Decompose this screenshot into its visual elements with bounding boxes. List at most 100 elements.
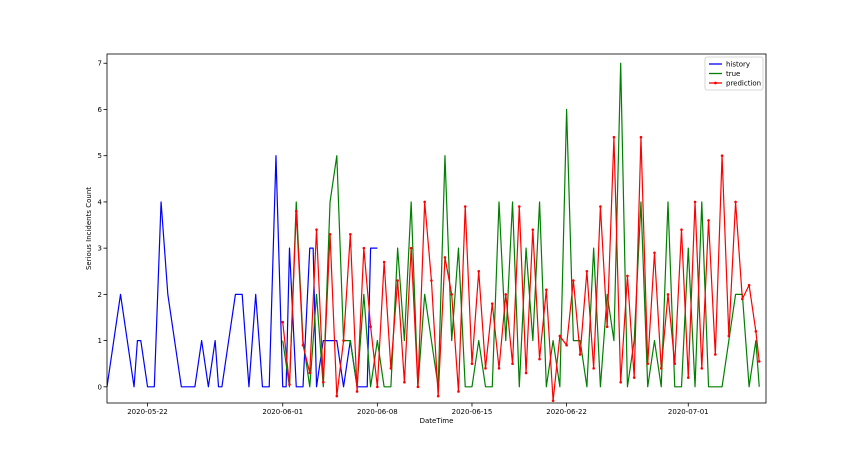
- data-point-prediction: [403, 380, 406, 384]
- data-point-prediction: [545, 288, 548, 292]
- data-point-prediction: [619, 380, 622, 384]
- data-point-prediction: [741, 297, 744, 301]
- series-line-history: [107, 155, 378, 388]
- legend-label-history: history: [726, 61, 750, 69]
- data-point-prediction: [463, 205, 467, 208]
- data-point-prediction: [450, 293, 454, 296]
- y-tick-label: 1: [98, 337, 102, 345]
- data-point-prediction: [626, 274, 629, 278]
- data-point-prediction: [538, 357, 541, 361]
- x-tick-label: 2020-06-08: [357, 408, 398, 416]
- y-tick-label: 5: [98, 152, 102, 160]
- data-point-prediction: [511, 362, 514, 366]
- data-point-prediction: [680, 228, 683, 231]
- data-point-prediction: [301, 343, 305, 347]
- data-point-prediction: [565, 343, 568, 347]
- data-point-prediction: [294, 209, 298, 213]
- data-point-prediction: [376, 385, 379, 389]
- x-tick-label: 2020-06-15: [452, 408, 493, 416]
- series-history: [107, 155, 378, 388]
- data-point-prediction: [714, 353, 717, 356]
- data-point-prediction: [484, 367, 487, 370]
- data-point-prediction: [646, 362, 650, 366]
- data-point-prediction: [355, 390, 359, 393]
- data-point-prediction: [700, 367, 704, 370]
- data-point-prediction: [659, 367, 663, 370]
- data-point-prediction: [578, 353, 582, 356]
- y-axis-label: Serious Incidents Count: [85, 187, 93, 270]
- data-point-prediction: [558, 334, 562, 338]
- data-point-prediction: [599, 205, 602, 208]
- data-point-prediction: [686, 376, 690, 379]
- data-point-prediction: [734, 200, 737, 204]
- data-point-prediction: [443, 256, 447, 259]
- data-point-prediction: [477, 269, 481, 273]
- data-point-prediction: [382, 260, 386, 264]
- data-point-prediction: [605, 325, 609, 329]
- data-point-prediction: [430, 279, 433, 282]
- data-point-prediction: [585, 269, 589, 273]
- x-tick-label: 2020-05-22: [127, 408, 168, 416]
- data-point-prediction: [389, 367, 393, 370]
- data-point-prediction: [504, 293, 508, 296]
- data-point-prediction: [470, 362, 474, 366]
- data-point-prediction: [342, 339, 345, 342]
- legend-item-prediction: prediction: [709, 80, 761, 88]
- data-point-prediction: [612, 135, 616, 139]
- data-point-prediction: [423, 200, 426, 204]
- data-point-prediction: [632, 376, 636, 379]
- data-point-prediction: [308, 371, 312, 375]
- data-point-prediction: [720, 154, 724, 157]
- data-point-prediction: [497, 367, 501, 370]
- data-point-prediction: [639, 135, 643, 139]
- y-tick-label: 7: [98, 60, 102, 68]
- data-point-prediction: [653, 251, 656, 255]
- data-point-prediction: [592, 367, 595, 370]
- series-line-true: [282, 62, 760, 388]
- data-point-prediction: [362, 246, 366, 250]
- data-point-prediction: [409, 246, 413, 250]
- legend-item-history: history: [709, 61, 750, 69]
- legend-box: [704, 56, 764, 91]
- x-axis-label: DateTime: [420, 417, 454, 425]
- data-point-prediction: [369, 325, 372, 329]
- x-tick-label: 2020-07-01: [668, 408, 709, 416]
- data-point-prediction: [288, 383, 291, 386]
- x-tick-label: 2020-06-01: [262, 408, 303, 416]
- series-true: [282, 62, 760, 388]
- data-point-prediction: [457, 390, 460, 393]
- data-point-prediction: [673, 362, 677, 366]
- data-point-prediction: [727, 334, 731, 338]
- data-point-prediction: [531, 228, 535, 231]
- data-point-prediction: [747, 283, 751, 287]
- data-point-prediction: [328, 232, 332, 236]
- y-tick-label: 3: [98, 245, 102, 253]
- data-point-prediction: [490, 302, 494, 305]
- legend-label-prediction: prediction: [726, 80, 761, 88]
- data-point-prediction: [666, 293, 670, 296]
- data-point-prediction: [396, 279, 399, 282]
- y-axis: 0 1 2 3 4 5 6 7: [98, 60, 107, 391]
- y-tick-label: 2: [98, 291, 102, 299]
- data-point-prediction: [754, 330, 758, 333]
- y-tick-label: 4: [98, 198, 103, 206]
- data-point-prediction: [281, 320, 285, 324]
- data-point-prediction: [572, 279, 575, 282]
- data-point-prediction: [335, 394, 339, 398]
- series-layer: [107, 62, 761, 402]
- data-point-prediction: [518, 205, 521, 208]
- y-tick-label: 0: [98, 383, 102, 391]
- y-tick-label: 6: [98, 106, 103, 114]
- x-axis: 2020-05-22 2020-06-01 2020-06-08 2020-06-15…: [127, 403, 709, 416]
- data-point-prediction: [551, 399, 555, 402]
- data-point-prediction: [524, 371, 528, 375]
- data-point-prediction: [707, 219, 710, 222]
- legend-label-true: true: [726, 70, 740, 78]
- data-point-prediction: [321, 380, 325, 384]
- legend-marker-prediction: [714, 81, 717, 85]
- series-prediction: [281, 135, 761, 402]
- plot-area-frame: [106, 53, 767, 404]
- data-point-prediction: [436, 394, 440, 398]
- data-point-prediction: [416, 385, 420, 389]
